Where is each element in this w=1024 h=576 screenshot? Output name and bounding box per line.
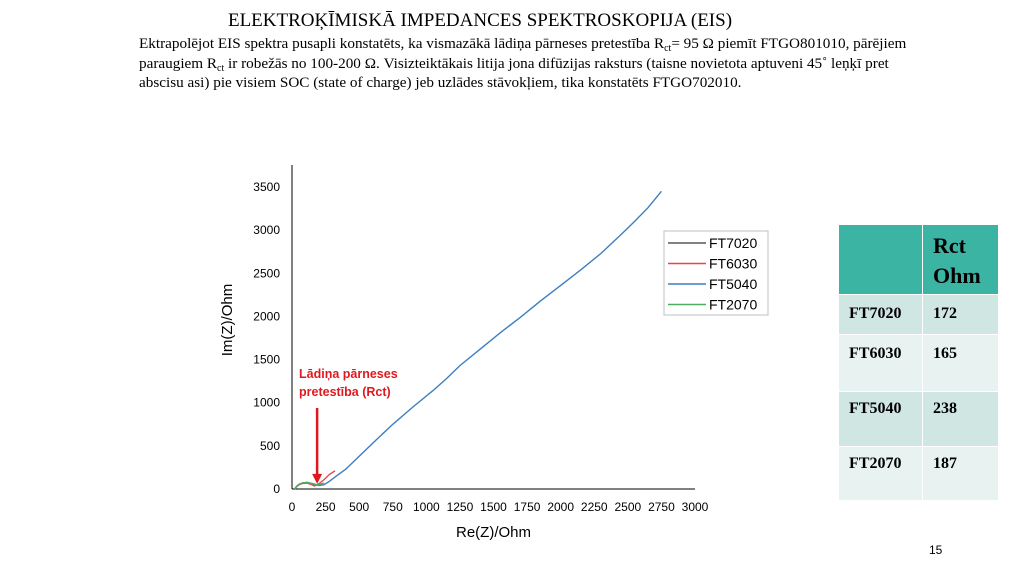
body-text-part: = 95 Ω piemīt FTGO801010, pārējiem parau… — [139, 35, 907, 72]
rct-table: Rct Ohm FT7020 172 FT6030 165 FT5040 238 … — [838, 224, 999, 501]
x-tick-label: 1750 — [514, 500, 541, 514]
table-cell-sample: FT6030 — [838, 334, 923, 392]
y-tick-label: 2000 — [253, 309, 280, 323]
y-tick-label: 1500 — [253, 353, 280, 367]
body-text-part: Ektrapolējot EIS spektra pusapli konstat… — [139, 35, 665, 52]
x-tick-label: 2000 — [547, 500, 574, 514]
x-tick-label: 1000 — [413, 500, 440, 514]
table-cell-rct: 238 — [922, 391, 999, 447]
legend-label: FT5040 — [709, 276, 757, 292]
x-tick-label: 750 — [383, 500, 403, 514]
table-row: FT6030 165 — [838, 334, 999, 392]
legend-label: FT2070 — [709, 297, 757, 313]
legend-box — [663, 230, 769, 316]
table-cell-sample: FT7020 — [838, 294, 923, 335]
x-tick-label: 1250 — [447, 500, 474, 514]
slide-title: ELEKTROĶĪMISKĀ IMPEDANCES SPEKTROSKOPIJA… — [227, 10, 733, 31]
table-header-empty — [838, 224, 923, 295]
y-tick-label: 3000 — [253, 223, 280, 237]
x-tick-label: 250 — [316, 500, 336, 514]
table-header-rct: Rct Ohm — [922, 224, 999, 295]
table-cell-rct: 165 — [922, 334, 999, 392]
y-tick-label: 2500 — [253, 266, 280, 280]
x-tick-label: 500 — [349, 500, 369, 514]
subscript-ct: ct — [664, 43, 672, 54]
legend-label: FT6030 — [709, 256, 757, 272]
header-rct-line1: Rct — [933, 233, 966, 258]
table-header-row: Rct Ohm — [838, 224, 999, 295]
x-tick-label: 2500 — [614, 500, 641, 514]
x-tick-label: 3000 — [682, 500, 709, 514]
x-tick-label: 1500 — [480, 500, 507, 514]
y-tick-label: 3500 — [253, 180, 280, 194]
y-axis-label: Im(Z)/Ohm — [219, 284, 236, 357]
y-tick-label: 1000 — [253, 396, 280, 410]
table-cell-sample: FT2070 — [838, 446, 923, 501]
body-paragraph: Ektrapolējot EIS spektra pusapli konstat… — [139, 34, 909, 93]
x-tick-label: 2250 — [581, 500, 608, 514]
table-cell-rct: 187 — [922, 446, 999, 501]
subscript-ct: ct — [217, 62, 225, 74]
annotation-text-line1: Lādiņa pārneses — [299, 367, 398, 381]
x-tick-label: 2750 — [648, 500, 675, 514]
x-axis-label: Re(Z)/Ohm — [456, 524, 531, 541]
series-line-ft2070 — [294, 481, 325, 490]
table-cell-rct: 172 — [922, 294, 999, 335]
table-row: FT5040 238 — [838, 391, 999, 447]
series-line-ft6030 — [294, 470, 336, 490]
header-rct-line2: Ohm — [933, 263, 981, 288]
x-tick-label: 0 — [289, 500, 296, 514]
table-row: FT2070 187 — [838, 446, 999, 501]
table-cell-sample: FT5040 — [838, 391, 923, 447]
legend-label: FT7020 — [709, 235, 757, 251]
y-tick-label: 0 — [273, 482, 280, 496]
body-text-part: ir robežās no 100-200 Ω. Visizteiktākais… — [139, 54, 889, 92]
y-tick-label: 500 — [260, 439, 280, 453]
page-number: 15 — [929, 543, 943, 557]
annotation-text-line2: pretestība (Rct) — [299, 385, 391, 399]
series-line-ft5040 — [294, 190, 662, 490]
table-row: FT7020 172 — [838, 294, 999, 335]
annotation-arrow-head — [312, 473, 323, 484]
